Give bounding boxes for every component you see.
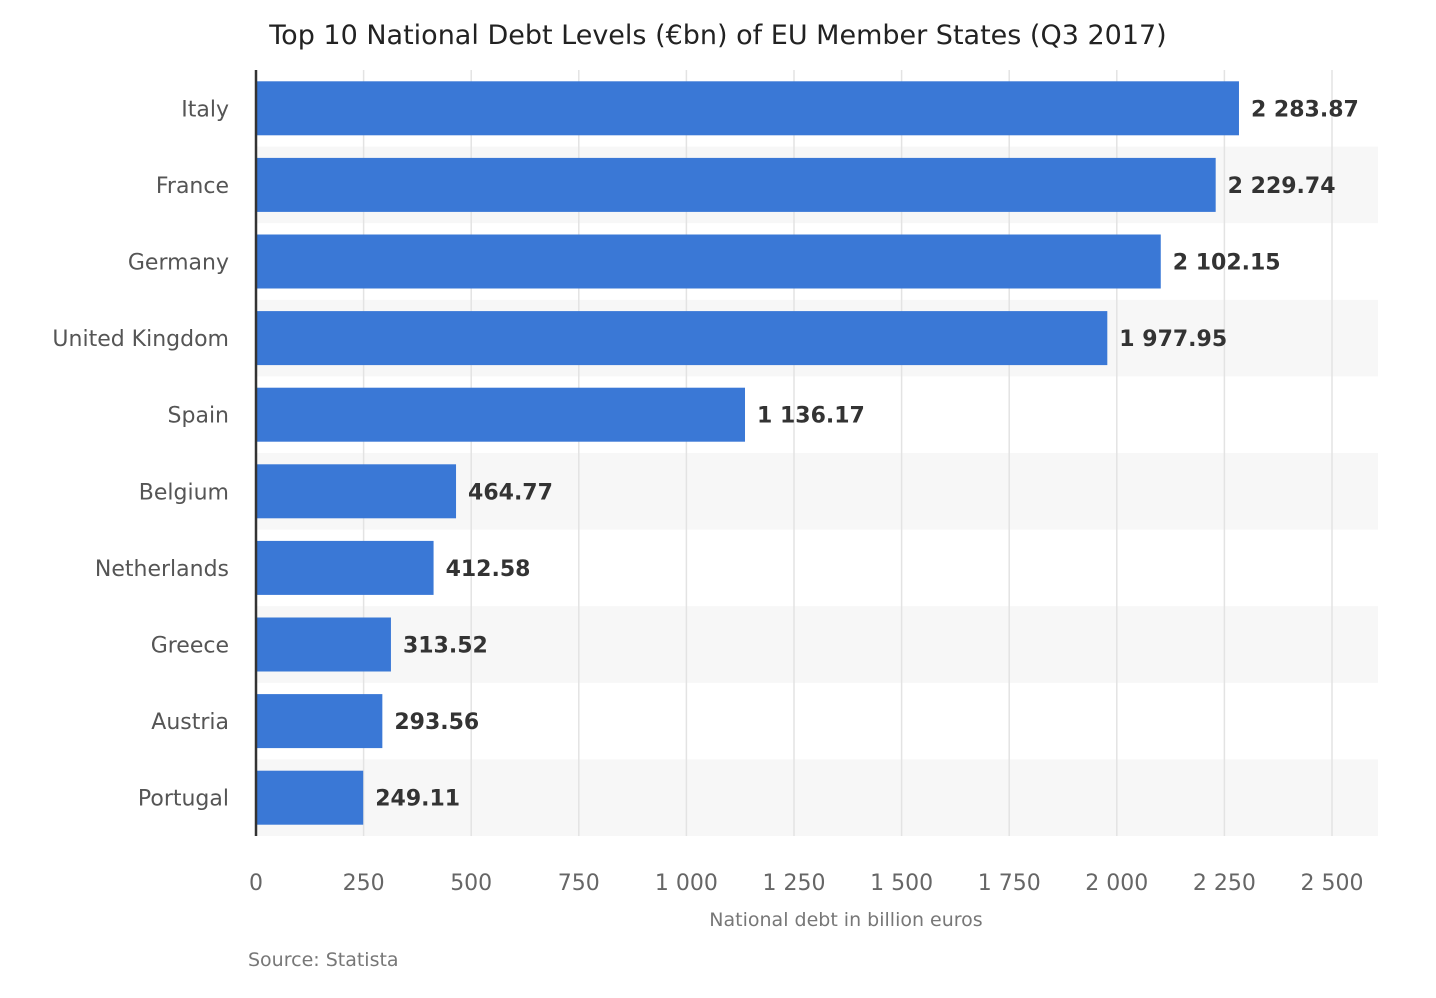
x-tick-label: 0 <box>249 871 263 896</box>
value-label: 293.56 <box>394 710 479 735</box>
category-label: Greece <box>151 634 229 659</box>
category-label: Austria <box>151 710 229 735</box>
x-tick-label: 500 <box>450 871 492 896</box>
chart-title: Top 10 National Debt Levels (€bn) of EU … <box>268 20 1166 51</box>
value-label: 1 136.17 <box>757 404 865 429</box>
value-label: 2 229.74 <box>1228 174 1336 199</box>
category-label: Italy <box>181 97 229 122</box>
category-label: France <box>156 174 229 199</box>
value-label: 1 977.95 <box>1119 327 1227 352</box>
x-tick-label: 250 <box>343 871 385 896</box>
row-band <box>256 759 1378 836</box>
x-tick-label: 1 250 <box>763 871 826 896</box>
category-label: Belgium <box>139 480 229 505</box>
bar-portugal <box>256 770 364 825</box>
x-tick-label: 2 250 <box>1193 871 1256 896</box>
x-tick-label: 1 750 <box>978 871 1041 896</box>
x-tick-label: 2 500 <box>1301 871 1364 896</box>
bar-belgium <box>256 464 457 519</box>
x-tick-label: 1 000 <box>655 871 718 896</box>
category-label: United Kingdom <box>52 327 229 352</box>
bar-italy <box>256 81 1239 136</box>
row-band <box>256 606 1378 683</box>
value-label: 249.11 <box>375 787 460 812</box>
value-labels: 2 283.87 2 229.74 2 102.15 1 977.95 1 136.17… <box>375 97 1359 811</box>
bar-netherlands <box>256 540 434 595</box>
value-label: 2 283.87 <box>1251 97 1359 122</box>
bar-germany <box>256 234 1161 289</box>
value-label: 412.58 <box>446 557 531 582</box>
category-label: Portugal <box>138 787 229 812</box>
x-tick-label: 2 000 <box>1085 871 1148 896</box>
x-tick-label: 750 <box>558 871 600 896</box>
value-label: 464.77 <box>468 480 553 505</box>
category-label: Germany <box>128 251 229 276</box>
x-axis-title: National debt in billion euros <box>709 909 982 931</box>
bars <box>256 81 1239 825</box>
category-label: Netherlands <box>95 557 229 582</box>
bar-france <box>256 157 1216 212</box>
value-label: 2 102.15 <box>1173 251 1281 276</box>
x-tick-labels: 0 250 500 750 1 000 1 250 1 500 1 750 2 000 2 250… <box>249 871 1363 896</box>
bar-united-kingdom <box>256 311 1108 366</box>
bar-austria <box>256 694 383 749</box>
value-label: 313.52 <box>403 634 488 659</box>
bar-greece <box>256 617 391 672</box>
source-note: Source: Statista <box>248 949 399 971</box>
category-label: Spain <box>168 404 229 429</box>
x-tick-label: 1 500 <box>870 871 933 896</box>
bar-spain <box>256 387 746 442</box>
category-labels: Italy France Germany United Kingdom Spain Bel… <box>52 97 229 811</box>
